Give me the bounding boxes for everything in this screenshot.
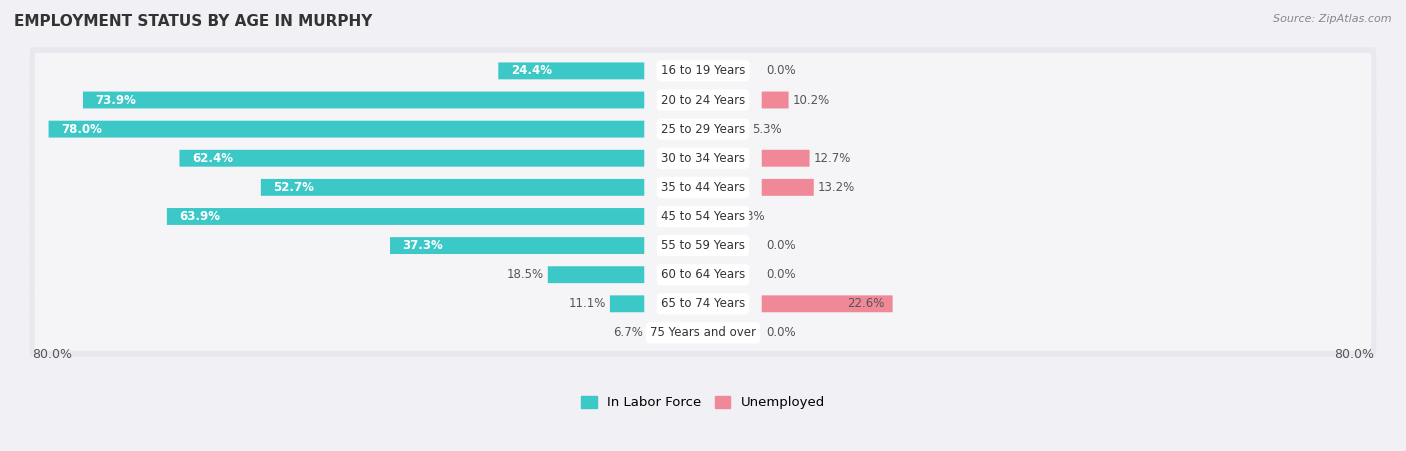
Text: 0.0%: 0.0% [766, 239, 796, 252]
Text: 78.0%: 78.0% [60, 123, 103, 136]
Text: 0.0%: 0.0% [766, 64, 796, 78]
Text: 24.4%: 24.4% [510, 64, 553, 78]
FancyBboxPatch shape [30, 134, 1376, 182]
FancyBboxPatch shape [610, 295, 644, 312]
Text: 60 to 64 Years: 60 to 64 Years [661, 268, 745, 281]
FancyBboxPatch shape [30, 309, 1376, 357]
Text: 12.7%: 12.7% [814, 152, 851, 165]
FancyBboxPatch shape [548, 266, 644, 283]
FancyBboxPatch shape [180, 150, 644, 167]
Text: 18.5%: 18.5% [506, 268, 544, 281]
FancyBboxPatch shape [35, 228, 1371, 263]
FancyBboxPatch shape [762, 92, 789, 108]
FancyBboxPatch shape [30, 280, 1376, 327]
FancyBboxPatch shape [167, 208, 644, 225]
Text: 0.0%: 0.0% [766, 327, 796, 340]
FancyBboxPatch shape [498, 62, 644, 79]
Text: 30 to 34 Years: 30 to 34 Years [661, 152, 745, 165]
Legend: In Labor Force, Unemployed: In Labor Force, Unemployed [575, 391, 831, 414]
FancyBboxPatch shape [35, 286, 1371, 322]
FancyBboxPatch shape [35, 53, 1371, 89]
Text: 45 to 54 Years: 45 to 54 Years [661, 210, 745, 223]
FancyBboxPatch shape [35, 315, 1371, 351]
Text: 35 to 44 Years: 35 to 44 Years [661, 181, 745, 194]
Text: 80.0%: 80.0% [32, 348, 72, 361]
FancyBboxPatch shape [35, 82, 1371, 118]
FancyBboxPatch shape [49, 121, 644, 138]
Text: 73.9%: 73.9% [96, 93, 136, 106]
Text: 6.7%: 6.7% [613, 327, 643, 340]
Text: 20 to 24 Years: 20 to 24 Years [661, 93, 745, 106]
FancyBboxPatch shape [35, 257, 1371, 293]
FancyBboxPatch shape [30, 251, 1376, 299]
Text: 25 to 29 Years: 25 to 29 Years [661, 123, 745, 136]
FancyBboxPatch shape [762, 179, 814, 196]
FancyBboxPatch shape [762, 295, 893, 312]
Text: EMPLOYMENT STATUS BY AGE IN MURPHY: EMPLOYMENT STATUS BY AGE IN MURPHY [14, 14, 373, 28]
Text: 65 to 74 Years: 65 to 74 Years [661, 297, 745, 310]
FancyBboxPatch shape [83, 92, 644, 108]
Text: 63.9%: 63.9% [180, 210, 221, 223]
FancyBboxPatch shape [35, 140, 1371, 176]
Text: 52.7%: 52.7% [273, 181, 315, 194]
Text: 10.2%: 10.2% [793, 93, 830, 106]
FancyBboxPatch shape [762, 150, 810, 167]
Text: 80.0%: 80.0% [1334, 348, 1374, 361]
FancyBboxPatch shape [35, 111, 1371, 147]
Text: 55 to 59 Years: 55 to 59 Years [661, 239, 745, 252]
FancyBboxPatch shape [30, 106, 1376, 153]
FancyBboxPatch shape [35, 170, 1371, 205]
FancyBboxPatch shape [30, 222, 1376, 269]
Text: 22.6%: 22.6% [846, 297, 884, 310]
FancyBboxPatch shape [30, 47, 1376, 95]
Text: 37.3%: 37.3% [402, 239, 443, 252]
Text: 3.3%: 3.3% [735, 210, 765, 223]
FancyBboxPatch shape [30, 76, 1376, 124]
FancyBboxPatch shape [30, 164, 1376, 211]
Text: 62.4%: 62.4% [193, 152, 233, 165]
Text: Source: ZipAtlas.com: Source: ZipAtlas.com [1274, 14, 1392, 23]
Text: 5.3%: 5.3% [752, 123, 782, 136]
FancyBboxPatch shape [262, 179, 644, 196]
Text: 16 to 19 Years: 16 to 19 Years [661, 64, 745, 78]
FancyBboxPatch shape [35, 198, 1371, 235]
Text: 11.1%: 11.1% [568, 297, 606, 310]
Text: 0.0%: 0.0% [766, 268, 796, 281]
Text: 75 Years and over: 75 Years and over [650, 327, 756, 340]
Text: 13.2%: 13.2% [818, 181, 855, 194]
FancyBboxPatch shape [30, 193, 1376, 240]
FancyBboxPatch shape [389, 237, 644, 254]
